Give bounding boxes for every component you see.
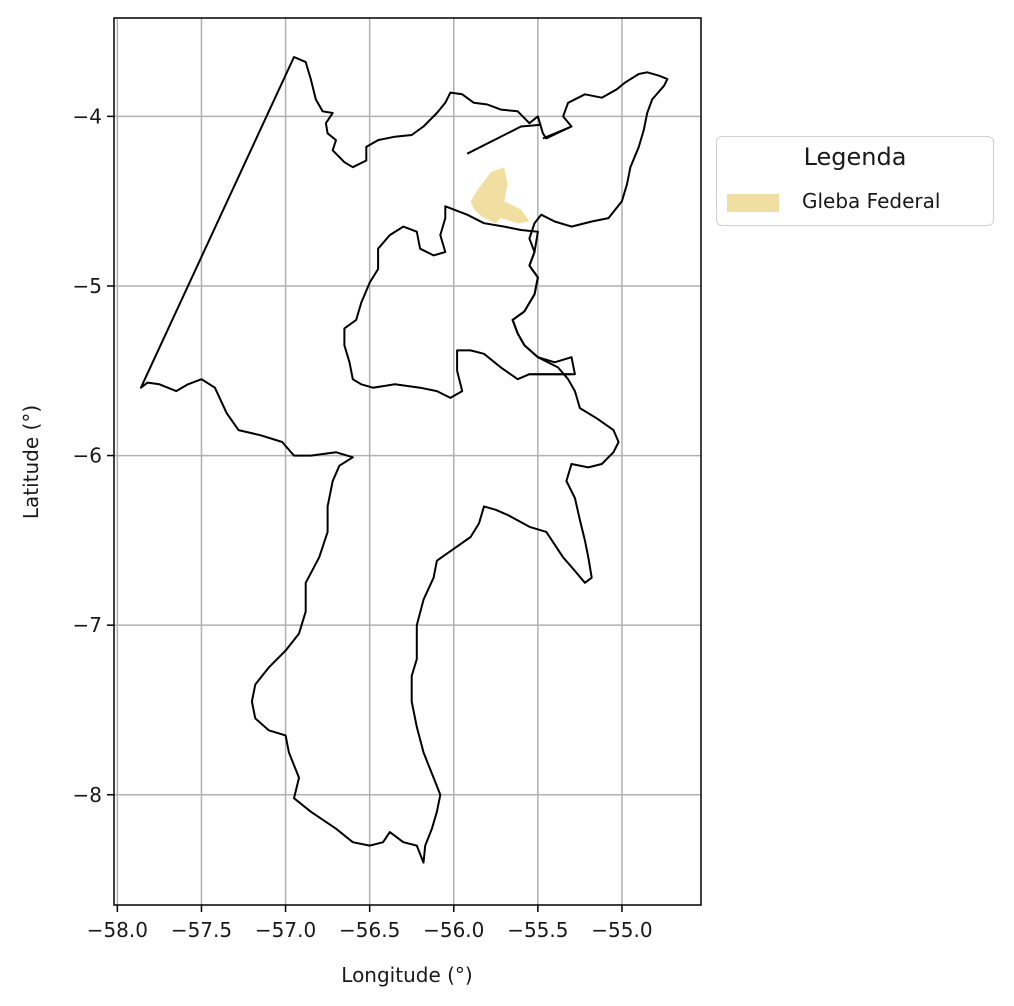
boundary-segment-1 xyxy=(466,123,542,155)
x-tick-label: −55.0 xyxy=(591,918,652,942)
map-shapes xyxy=(139,56,669,864)
grid-lines xyxy=(114,18,701,905)
y-tick-label: −5 xyxy=(73,274,102,298)
x-tick-label: −57.0 xyxy=(255,918,316,942)
gleba-federal-area xyxy=(470,167,530,224)
boundary-segment-2 xyxy=(542,125,572,140)
x-axis-label: Longitude (°) xyxy=(341,963,472,987)
x-tick-label: −57.5 xyxy=(171,918,232,942)
x-tick-label: −55.5 xyxy=(507,918,568,942)
plot-frame xyxy=(113,17,702,906)
inner-boundary xyxy=(343,205,576,399)
legend-swatch-gleba-federal xyxy=(727,194,779,212)
legend-title: Legenda xyxy=(803,143,907,171)
y-axis-ticks: −4 −5 −6 −7 −8 xyxy=(73,104,114,807)
region-boundary xyxy=(139,56,669,864)
x-axis-ticks: −58.0 −57.5 −57.0 −56.5 −56.0 −55.5 −55.0 xyxy=(87,905,653,942)
x-tick-label: −58.0 xyxy=(87,918,148,942)
legend-label-gleba-federal: Gleba Federal xyxy=(802,189,941,213)
y-tick-label: −4 xyxy=(73,104,102,128)
y-tick-label: −7 xyxy=(73,613,102,637)
x-tick-label: −56.0 xyxy=(423,918,484,942)
y-tick-label: −6 xyxy=(73,444,102,468)
y-axis-label: Latitude (°) xyxy=(19,405,43,519)
y-tick-label: −8 xyxy=(73,783,102,807)
legend: Legenda Gleba Federal xyxy=(716,136,994,226)
x-tick-label: −56.5 xyxy=(339,918,400,942)
